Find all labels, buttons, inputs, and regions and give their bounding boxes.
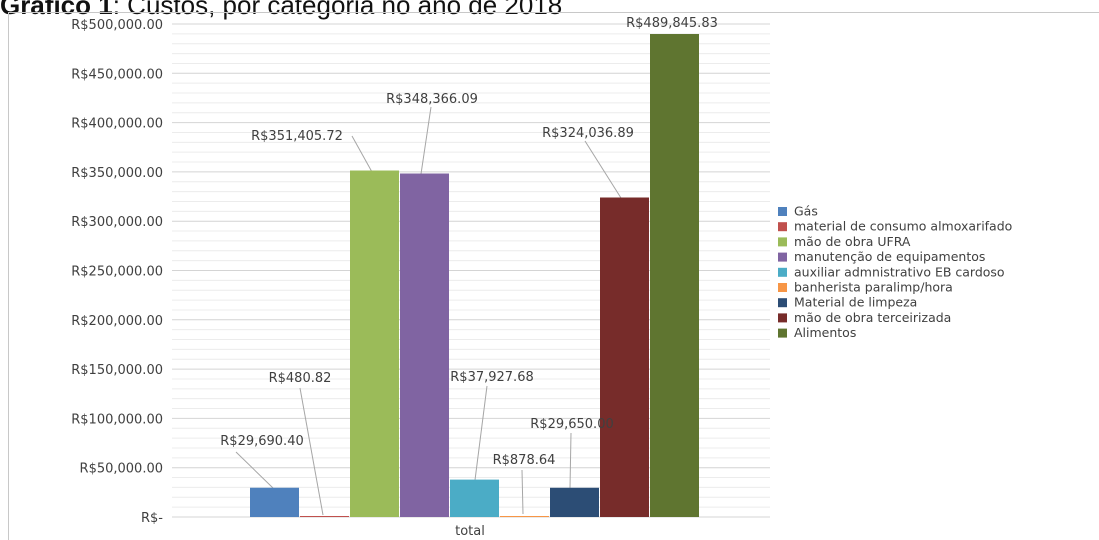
y-tick-label: R$450,000.00	[71, 67, 163, 82]
legend-swatch	[778, 222, 787, 232]
y-tick-label: R$100,000.00	[71, 412, 163, 427]
leader-line-7	[569, 432, 572, 489]
bar-9	[650, 34, 699, 517]
data-label-2: R$480.82	[269, 371, 332, 386]
x-axis-labels: total	[455, 524, 485, 539]
y-tick-label: R$-	[141, 511, 163, 526]
leader-line-1	[235, 451, 274, 489]
legend-entry-label: Alimentos	[794, 325, 856, 340]
legend-entry-label: Gás	[794, 204, 818, 219]
legend-entry-label: mão de obra UFRA	[794, 234, 911, 249]
legend-swatch	[778, 207, 787, 216]
leader-line-2	[299, 387, 324, 516]
y-tick-label: R$150,000.00	[71, 363, 163, 378]
y-tick-label: R$250,000.00	[71, 265, 163, 280]
bar-6	[500, 516, 549, 517]
data-labels: R$29,690.40 R$480.82 R$351,405.72 R$348,366…	[220, 16, 718, 468]
bar-4	[400, 173, 449, 517]
data-label-1: R$29,690.40	[220, 434, 303, 449]
y-tick-label: R$350,000.00	[71, 166, 163, 181]
legend-entry-label: manutenção de equipamentos	[794, 249, 985, 264]
data-label-6: R$878.64	[493, 453, 556, 468]
bar-7	[550, 487, 599, 517]
y-tick-label: R$300,000.00	[71, 215, 163, 230]
bar-1	[250, 487, 299, 517]
bars	[250, 34, 699, 517]
legend-swatch	[778, 237, 787, 247]
y-axis-tick-labels: R$- R$50,000.00 R$100,000.00 R$150,000.00 R$…	[71, 18, 163, 526]
legend-swatch	[778, 283, 787, 292]
data-label-5: R$37,927.68	[450, 370, 533, 385]
figure-caption-text: : Custos, por categoria no ano de 2018	[112, 0, 563, 20]
leader-line-6	[521, 469, 524, 515]
chart-frame	[8, 12, 1099, 540]
data-label-9: R$489,845.83	[626, 16, 718, 31]
leader-line-3	[351, 135, 373, 173]
leader-line-4	[420, 106, 432, 175]
label-leader-lines	[235, 106, 622, 516]
bar-3	[350, 170, 399, 517]
data-label-7: R$29,650.00	[530, 417, 613, 432]
data-label-3: R$351,405.72	[251, 129, 343, 144]
legend-entry-label: banherista paralimp/hora	[794, 280, 953, 295]
legend-entry-label: auxiliar admnistrativo EB cardoso	[794, 264, 1005, 279]
data-label-8: R$324,036.89	[542, 126, 634, 141]
leader-line-5	[474, 385, 488, 481]
bar-5	[450, 479, 499, 517]
legend-swatch	[778, 252, 787, 262]
legend-entry-label: Material de limpeza	[794, 295, 917, 310]
bar-8	[600, 197, 649, 517]
legend-swatch	[778, 313, 787, 323]
figure-number: Gráfico 1	[0, 0, 113, 20]
figure-caption: Gráfico 1: Custos, por categoria no ano …	[0, 0, 562, 21]
legend-entry-label: material de consumo almoxarifado	[794, 219, 1012, 234]
legend-swatch	[778, 328, 787, 338]
y-tick-label: R$200,000.00	[71, 314, 163, 329]
legend-entry-label: mão de obra terceirizada	[794, 310, 951, 325]
y-tick-label: R$400,000.00	[71, 117, 163, 132]
data-label-4: R$348,366.09	[386, 92, 478, 107]
x-tick-label: total	[455, 524, 485, 539]
y-tick-label: R$50,000.00	[80, 462, 163, 477]
leader-line-8	[584, 140, 622, 199]
y-tick-label: R$500,000.00	[71, 18, 163, 33]
bar-2	[300, 516, 349, 517]
legend-swatch	[778, 298, 787, 308]
legend-swatch	[778, 267, 787, 277]
